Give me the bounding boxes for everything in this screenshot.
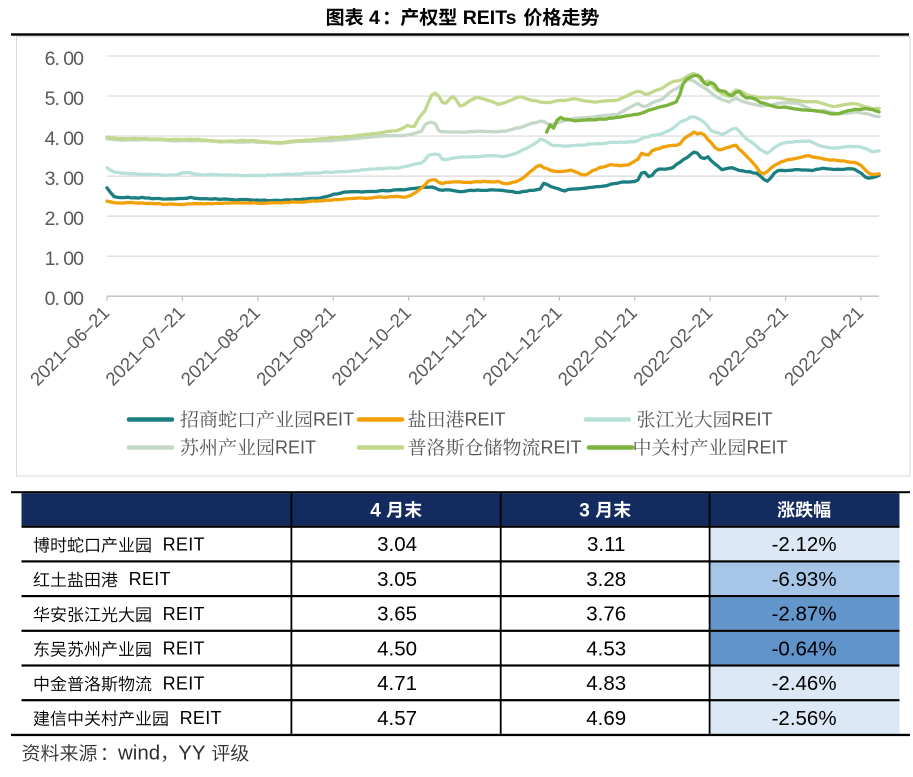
svg-text:3.76: 3.76 [586,603,626,626]
svg-text:4.69: 4.69 [586,707,626,730]
svg-text:4: 4 [370,500,386,521]
svg-text:4. 00: 4. 00 [45,128,85,150]
svg-text:3.11: 3.11 [587,533,625,556]
svg-text:REIT: REIT [152,673,205,693]
svg-text:3.04: 3.04 [377,533,417,556]
svg-text:6. 00: 6. 00 [45,48,85,70]
svg-text:REIT: REIT [747,438,788,458]
svg-text:REIT: REIT [152,535,205,555]
svg-text:wind: wind [117,742,160,765]
svg-text:REIT: REIT [118,569,171,589]
svg-text:4.71: 4.71 [377,672,417,695]
svg-text:REITs: REITs [457,7,522,29]
svg-text:REIT: REIT [152,639,205,659]
svg-text:4.53: 4.53 [586,637,626,660]
svg-text:-2.46%: -2.46% [772,672,837,695]
svg-text:1. 00: 1. 00 [45,248,85,270]
svg-text:3: 3 [579,500,595,521]
svg-text:4: 4 [364,7,380,29]
svg-text:REIT: REIT [465,410,506,430]
svg-text:YY: YY [178,742,211,765]
svg-text:3.05: 3.05 [377,568,417,591]
svg-text:REIT: REIT [732,410,773,430]
svg-text:4.57: 4.57 [377,707,417,730]
svg-text:REIT: REIT [541,438,582,458]
svg-text:4.83: 4.83 [586,672,626,695]
svg-text:4.50: 4.50 [377,637,417,660]
svg-text:5. 00: 5. 00 [45,88,85,110]
svg-text:2. 00: 2. 00 [45,208,85,230]
svg-text:-2.87%: -2.87% [772,603,837,626]
svg-text:-2.12%: -2.12% [772,533,837,556]
svg-text:-6.93%: -6.93% [772,568,837,591]
svg-text:0. 00: 0. 00 [45,288,85,310]
svg-text:REIT: REIT [275,438,316,458]
svg-text:3. 00: 3. 00 [45,168,85,190]
svg-text:3.65: 3.65 [377,603,417,626]
svg-text:3.28: 3.28 [586,568,626,591]
svg-text:-0.64%: -0.64% [772,637,837,660]
svg-text:-2.56%: -2.56% [772,707,837,730]
svg-text:REIT: REIT [313,410,354,430]
svg-text:REIT: REIT [169,708,222,728]
svg-text:REIT: REIT [152,604,205,624]
